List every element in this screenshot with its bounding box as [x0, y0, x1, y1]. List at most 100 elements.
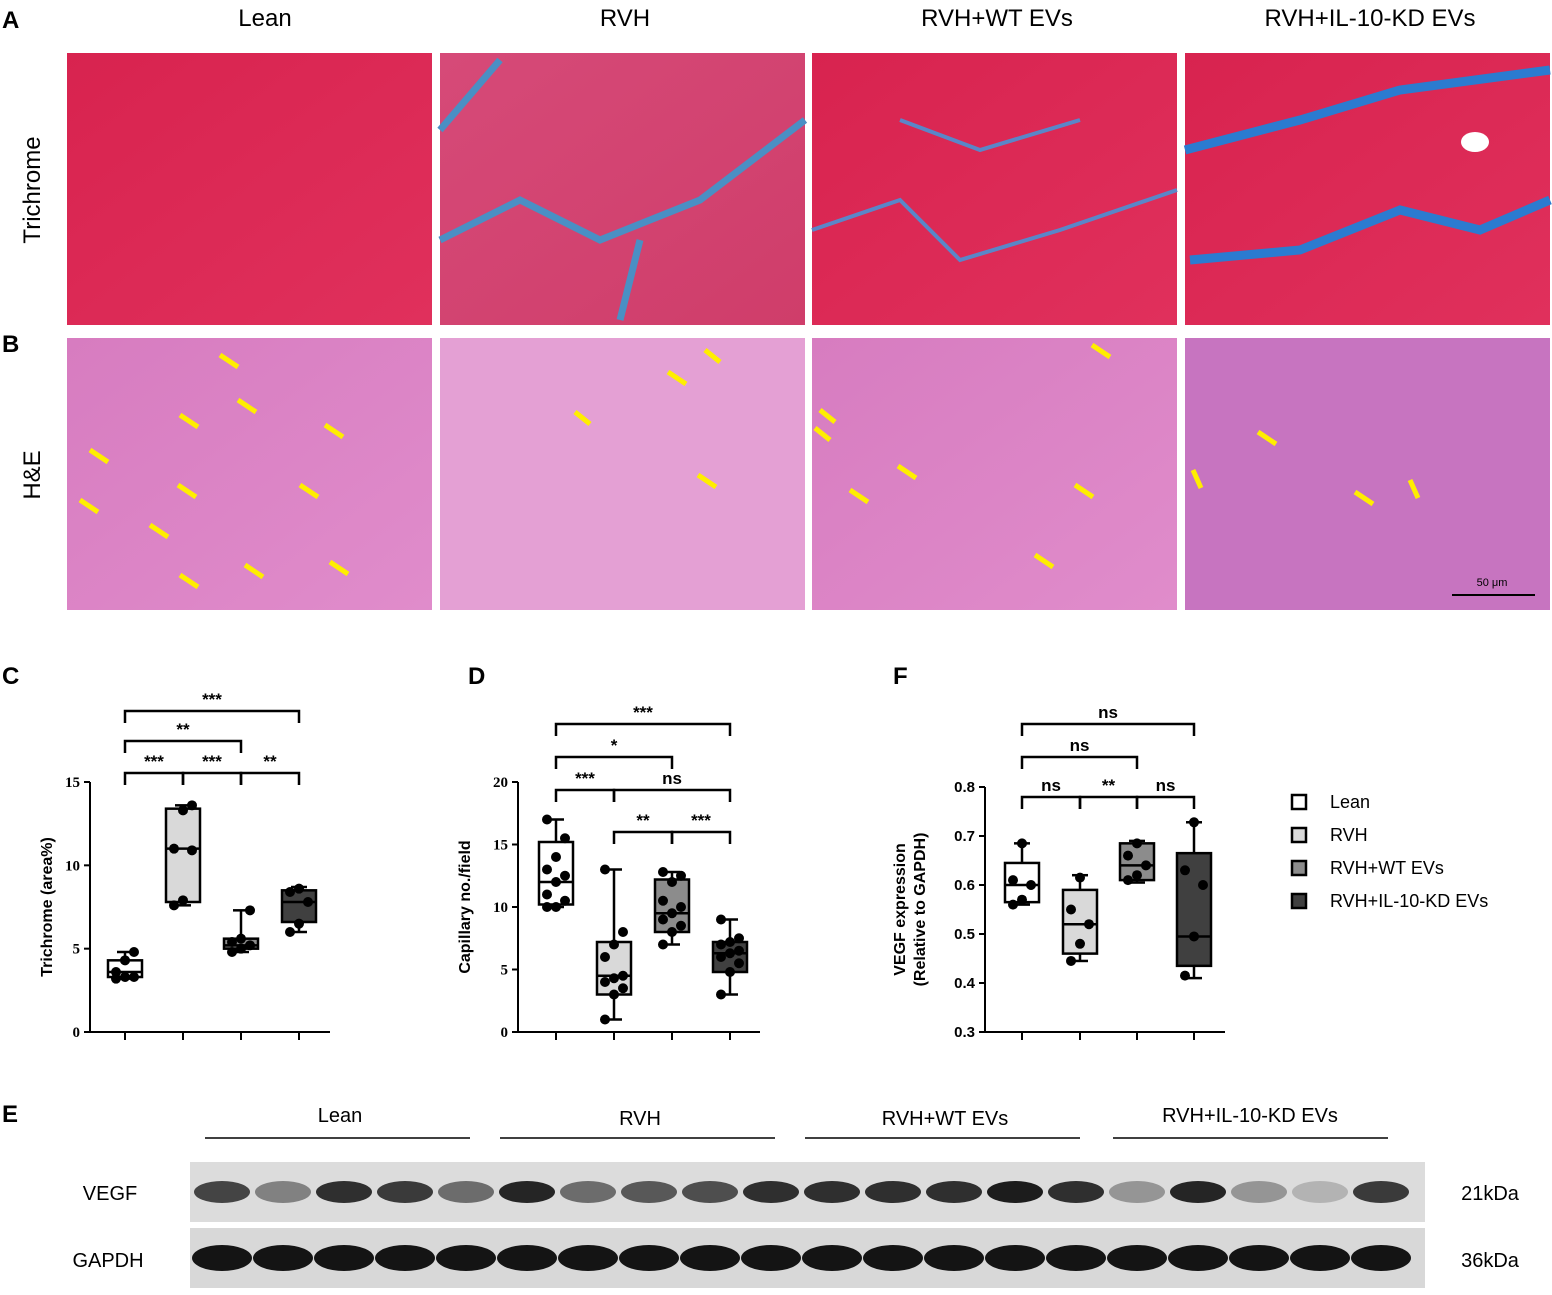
data-point — [542, 889, 552, 900]
panel-label: C — [2, 663, 19, 690]
data-point — [551, 852, 561, 862]
blot-band — [314, 1245, 374, 1271]
y-tick-label: 0.7 — [954, 828, 975, 845]
significance-label: *** — [202, 752, 222, 771]
data-point — [236, 943, 246, 954]
data-point — [1180, 970, 1190, 981]
y-tick-label: 5 — [73, 942, 81, 958]
data-point — [1008, 899, 1018, 910]
data-point — [1132, 870, 1142, 881]
data-point — [1198, 880, 1208, 890]
significance-label: * — [611, 736, 618, 755]
scale-bar-label: 50 μm — [1477, 577, 1508, 589]
y-tick-label: 0 — [501, 1025, 509, 1041]
blot-band — [499, 1181, 555, 1203]
y-tick-label: 0.8 — [954, 779, 975, 796]
blot-band — [985, 1245, 1045, 1271]
data-point — [676, 920, 686, 931]
data-point — [551, 902, 561, 912]
significance-label: *** — [633, 703, 653, 722]
significance-label: *** — [575, 769, 595, 788]
data-point — [129, 947, 139, 957]
blot-group: RVH+IL-10-KD EVs — [1162, 1105, 1338, 1127]
blot-band — [743, 1181, 799, 1203]
blot-band — [192, 1245, 252, 1271]
blot-row-label: GAPDH — [72, 1250, 143, 1272]
blot-band — [377, 1181, 433, 1203]
data-point — [716, 914, 726, 925]
blot-size: 21kDa — [1461, 1183, 1520, 1205]
blot-row-label: VEGF — [83, 1183, 137, 1205]
data-point — [1189, 817, 1199, 828]
western-blot: Lean RVH RVH+WT EVs RVH+IL-10-KD EVs VEG… — [72, 1105, 1520, 1288]
data-point — [658, 895, 668, 906]
data-point — [227, 947, 237, 957]
y-tick-label: 15 — [493, 838, 508, 854]
blot-band — [375, 1245, 435, 1271]
blot-band — [1168, 1245, 1228, 1271]
blot-band — [497, 1245, 557, 1271]
data-point — [245, 905, 255, 916]
data-point — [1123, 850, 1133, 861]
significance-bracket — [612, 830, 674, 844]
y-tick-label: 0.6 — [954, 877, 975, 894]
blot-band — [741, 1245, 801, 1271]
blot-band — [316, 1181, 372, 1203]
data-point — [725, 937, 735, 947]
significance-label: ns — [1041, 776, 1061, 795]
significance-bracket — [1078, 795, 1139, 809]
data-point — [734, 958, 744, 969]
data-point — [609, 973, 619, 984]
data-point — [716, 989, 726, 1000]
blot-band — [438, 1181, 494, 1203]
significance-bracket — [181, 771, 243, 785]
blot-band — [1046, 1245, 1106, 1271]
significance-bracket — [123, 771, 185, 785]
data-point — [1008, 875, 1018, 886]
data-point — [618, 927, 628, 937]
data-point — [1180, 865, 1190, 876]
significance-label: ** — [176, 720, 190, 739]
data-point — [716, 952, 726, 962]
legend-label: RVH+IL-10-KD EVs — [1330, 891, 1488, 911]
data-point — [676, 870, 686, 881]
blot-band — [558, 1245, 618, 1271]
blot-band — [255, 1181, 311, 1203]
data-point — [303, 897, 313, 907]
significance-label: ns — [662, 769, 682, 788]
data-point — [1017, 838, 1027, 849]
panel-label: D — [468, 663, 485, 690]
blot-band — [863, 1245, 923, 1271]
data-point — [294, 883, 304, 894]
blot-group: Lean — [318, 1105, 363, 1127]
significance-label: *** — [144, 752, 164, 771]
data-point — [542, 814, 552, 825]
panel-label: B — [2, 331, 19, 358]
data-point — [1075, 938, 1085, 949]
significance-bracket — [123, 739, 243, 753]
histology-images: 50 μm — [67, 53, 1552, 610]
y-tick-label: 0 — [73, 1025, 81, 1041]
significance-bracket — [1020, 795, 1082, 809]
column-header: Lean — [238, 5, 291, 32]
blot-band — [926, 1181, 982, 1203]
blot-band — [253, 1245, 313, 1271]
data-point — [716, 939, 726, 950]
box — [164, 807, 202, 904]
blot-band — [1231, 1181, 1287, 1203]
data-point — [560, 895, 570, 906]
blot-band — [680, 1245, 740, 1271]
blot-band — [1109, 1181, 1165, 1203]
y-axis-label: Trichrome (area%) — [39, 837, 56, 977]
data-point — [1017, 894, 1027, 905]
blot-band — [987, 1181, 1043, 1203]
data-point — [1066, 955, 1076, 966]
panel-label: A — [2, 7, 19, 34]
y-tick-label: 15 — [65, 775, 80, 791]
significance-label: ** — [636, 811, 650, 830]
blot-band — [436, 1245, 496, 1271]
data-point — [169, 843, 179, 854]
blot-band — [1353, 1181, 1409, 1203]
data-point — [667, 877, 677, 887]
